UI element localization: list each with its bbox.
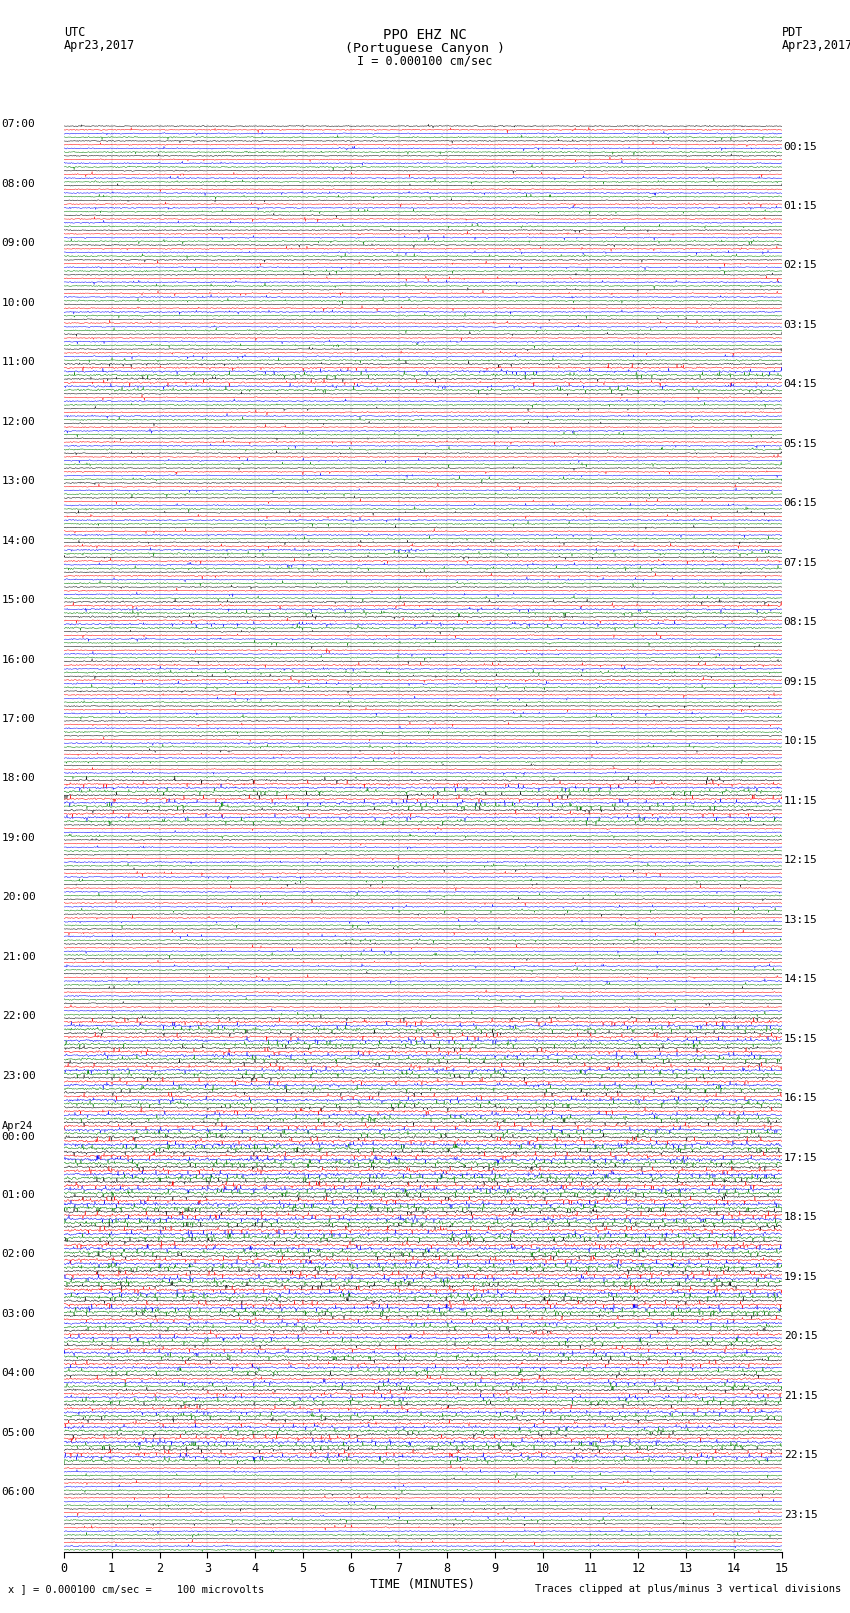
Text: 11:15: 11:15: [784, 795, 818, 806]
Text: 21:00: 21:00: [2, 952, 36, 961]
Text: 06:15: 06:15: [784, 498, 818, 508]
Text: 22:15: 22:15: [784, 1450, 818, 1460]
Text: 17:15: 17:15: [784, 1153, 818, 1163]
Text: I = 0.000100 cm/sec: I = 0.000100 cm/sec: [357, 55, 493, 68]
Text: 23:00: 23:00: [2, 1071, 36, 1081]
Text: Apr23,2017: Apr23,2017: [64, 39, 135, 52]
Text: 20:00: 20:00: [2, 892, 36, 902]
Text: Apr24: Apr24: [2, 1121, 33, 1131]
Text: 01:00: 01:00: [2, 1190, 36, 1200]
Text: 05:15: 05:15: [784, 439, 818, 448]
Text: 18:15: 18:15: [784, 1211, 818, 1223]
Text: 13:15: 13:15: [784, 915, 818, 924]
Text: UTC: UTC: [64, 26, 85, 39]
Text: 03:15: 03:15: [784, 319, 818, 331]
Text: PPO EHZ NC: PPO EHZ NC: [383, 29, 467, 42]
Text: 12:15: 12:15: [784, 855, 818, 865]
Text: PDT: PDT: [782, 26, 803, 39]
Text: 15:15: 15:15: [784, 1034, 818, 1044]
Text: 16:15: 16:15: [784, 1094, 818, 1103]
Text: 21:15: 21:15: [784, 1390, 818, 1400]
Text: 13:00: 13:00: [2, 476, 36, 486]
Text: 19:15: 19:15: [784, 1271, 818, 1282]
Text: 06:00: 06:00: [2, 1487, 36, 1497]
Text: 08:15: 08:15: [784, 618, 818, 627]
Text: 02:00: 02:00: [2, 1250, 36, 1260]
Text: 04:00: 04:00: [2, 1368, 36, 1378]
Text: 03:00: 03:00: [2, 1308, 36, 1319]
Text: x ] = 0.000100 cm/sec =    100 microvolts: x ] = 0.000100 cm/sec = 100 microvolts: [8, 1584, 264, 1594]
Text: 14:00: 14:00: [2, 536, 36, 545]
Text: 01:15: 01:15: [784, 202, 818, 211]
Text: 11:00: 11:00: [2, 356, 36, 368]
Text: (Portuguese Canyon ): (Portuguese Canyon ): [345, 42, 505, 55]
Text: Traces clipped at plus/minus 3 vertical divisions: Traces clipped at plus/minus 3 vertical …: [536, 1584, 842, 1594]
Text: 04:15: 04:15: [784, 379, 818, 389]
Text: 19:00: 19:00: [2, 832, 36, 844]
Text: 10:15: 10:15: [784, 736, 818, 747]
Text: 02:15: 02:15: [784, 260, 818, 271]
X-axis label: TIME (MINUTES): TIME (MINUTES): [371, 1578, 475, 1590]
Text: 16:00: 16:00: [2, 655, 36, 665]
Text: 12:00: 12:00: [2, 416, 36, 426]
Text: 18:00: 18:00: [2, 774, 36, 784]
Text: 23:15: 23:15: [784, 1510, 818, 1519]
Text: 15:00: 15:00: [2, 595, 36, 605]
Text: 07:15: 07:15: [784, 558, 818, 568]
Text: 00:00: 00:00: [2, 1132, 36, 1142]
Text: 07:00: 07:00: [2, 119, 36, 129]
Text: Apr23,2017: Apr23,2017: [782, 39, 850, 52]
Text: 00:15: 00:15: [784, 142, 818, 152]
Text: 10:00: 10:00: [2, 298, 36, 308]
Text: 17:00: 17:00: [2, 715, 36, 724]
Text: 08:00: 08:00: [2, 179, 36, 189]
Text: 22:00: 22:00: [2, 1011, 36, 1021]
Text: 09:00: 09:00: [2, 239, 36, 248]
Text: 14:15: 14:15: [784, 974, 818, 984]
Text: 05:00: 05:00: [2, 1428, 36, 1437]
Text: 20:15: 20:15: [784, 1331, 818, 1340]
Text: 09:15: 09:15: [784, 677, 818, 687]
